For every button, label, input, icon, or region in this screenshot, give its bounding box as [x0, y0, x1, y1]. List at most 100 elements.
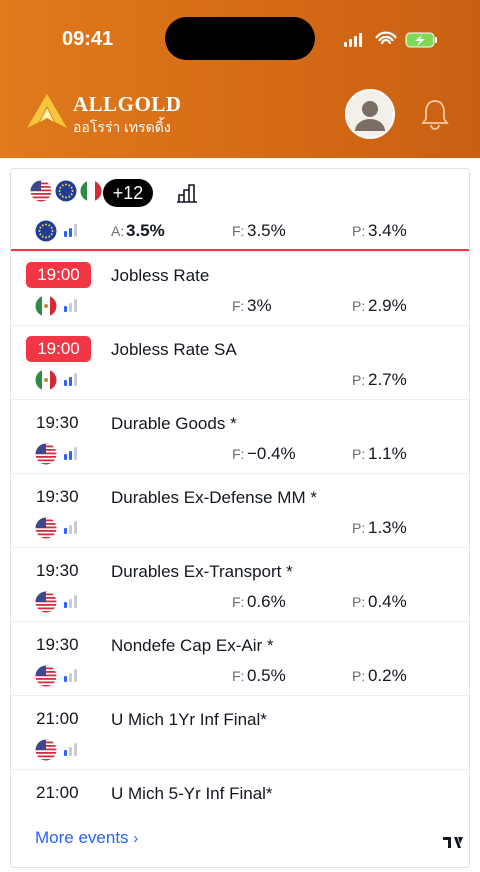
flag-body	[35, 665, 57, 687]
importance-icon	[64, 447, 77, 460]
importance-bar	[74, 595, 77, 608]
importance-filter-icon	[177, 184, 197, 203]
actual-value: 3.5%	[126, 221, 165, 240]
flag-stripe	[35, 533, 57, 536]
battery-tip	[435, 37, 437, 43]
forecast-value: 0.6%	[247, 592, 286, 611]
more-events-text: More events	[35, 828, 129, 847]
brand-subtitle: ออโรร่า เทรดดิ้ง	[73, 119, 171, 135]
event-name: U Mich 5-Yr Inf Final*	[111, 784, 273, 803]
flag-body	[35, 591, 57, 613]
flag-body	[35, 295, 57, 317]
flag-eu	[54, 179, 78, 203]
importance-icon	[64, 743, 77, 756]
flag-star	[45, 223, 47, 226]
flag-star	[61, 184, 64, 187]
event-row[interactable]: 19:30 Durables Ex-Defense MM * P: 1.3%	[11, 473, 469, 548]
flag-canton	[35, 665, 46, 676]
flag-body	[55, 180, 77, 202]
importance-bar	[64, 528, 67, 534]
forecast-label: F:	[232, 594, 245, 610]
importance-bar	[69, 303, 72, 312]
flag-star	[38, 230, 41, 232]
flag-stripe	[35, 678, 57, 680]
brand-name: ALLGOLD	[73, 92, 182, 116]
importance-bar	[64, 676, 67, 682]
event-row[interactable]: 19:00 Jobless Rate SA P: 2.7%	[11, 325, 469, 400]
event-row[interactable]: 19:30 Durables Ex-Transport * F: 0.6% P: 0.4%	[11, 547, 469, 622]
flag-star	[68, 184, 71, 187]
filter-icon-shape	[177, 184, 197, 203]
flag-field	[80, 180, 87, 202]
importance-icon	[64, 299, 77, 312]
flag-star	[51, 230, 54, 232]
importance-bar	[64, 750, 67, 756]
flag-canton	[35, 517, 46, 528]
importance-bar	[74, 743, 77, 756]
flag-stripe	[35, 752, 57, 754]
forecast-label: F:	[232, 668, 245, 684]
previous-label: P:	[352, 520, 366, 536]
flag-canton	[35, 443, 46, 454]
flag-stripe	[35, 530, 57, 532]
notification-bell[interactable]	[420, 98, 450, 130]
event-row[interactable]: 21:00 U Mich 5-Yr Inf Final*	[11, 769, 469, 811]
flag-star	[65, 183, 67, 186]
event-row[interactable]: 19:00 Jobless Rate F: 3% P: 2.9%	[11, 251, 469, 326]
flag-field	[50, 295, 57, 317]
flag-stripe	[35, 685, 57, 687]
importance-icon	[64, 224, 77, 237]
forecast-label: F:	[232, 446, 245, 462]
forecast-value: 3.5%	[247, 221, 286, 240]
flag-ring	[34, 442, 58, 466]
flag-canton	[35, 591, 46, 602]
current-time-line	[11, 249, 469, 251]
flag-star	[39, 226, 42, 229]
event-time: 19:30	[36, 413, 79, 432]
app-header: 09:41 ALLGOLD ออโรร่า เทรดดิ้ง	[0, 0, 480, 158]
importance-bar	[74, 521, 77, 534]
importance-icon	[64, 595, 77, 608]
event-list: +12 A: 3.5% F: 3.5% P: 3.4% 19:00 Jobless Rate F:…	[11, 169, 469, 811]
flag-stripe	[35, 607, 57, 610]
forecast-label: F:	[232, 298, 245, 314]
flag-star	[41, 224, 44, 227]
flag-body	[35, 739, 57, 761]
logo-shape	[40, 108, 54, 122]
avatar-button[interactable]	[345, 89, 395, 139]
flag-ring	[34, 590, 58, 614]
event-row[interactable]: 21:00 U Mich 1Yr Inf Final*	[11, 695, 469, 770]
country-count-pill[interactable]: +12	[103, 179, 153, 207]
avatar-body	[355, 119, 385, 131]
event-time: 19:30	[36, 635, 79, 654]
previous-label: P:	[352, 446, 366, 462]
event-row[interactable]: 19:30 Nondefe Cap Ex-Air * F: 0.5% P: 0.2%	[11, 621, 469, 696]
flag-star	[58, 190, 61, 192]
charging-bolt	[415, 35, 425, 46]
event-name: Durables Ex-Transport *	[111, 562, 293, 581]
flag-ring	[34, 738, 58, 762]
forecast-label: F:	[232, 223, 245, 239]
status-icons	[344, 31, 437, 48]
event-name: Durables Ex-Defense MM *	[111, 488, 317, 507]
event-row[interactable]: 19:30 Durable Goods * F: −0.4% P: 1.1%	[11, 399, 469, 474]
flag-star	[68, 195, 71, 198]
importance-bar	[64, 380, 67, 386]
previous-value: 1.3%	[368, 518, 407, 537]
importance-icon	[64, 521, 77, 534]
flag-ring	[34, 368, 58, 392]
flag-stripe	[35, 459, 57, 462]
flag-ring	[34, 294, 58, 318]
previous-label: P:	[352, 594, 366, 610]
signal-bar	[349, 39, 352, 47]
event-name: U Mich 1Yr Inf Final*	[111, 710, 267, 729]
flag-stripe	[35, 604, 57, 606]
previous-label: P:	[352, 372, 366, 388]
flag-stripe	[35, 681, 57, 684]
flag-stripe	[35, 456, 57, 458]
previous-value: 3.4%	[368, 221, 407, 240]
more-events-link[interactable]: More events ›	[35, 828, 138, 848]
flag-field	[55, 180, 77, 202]
importance-bar	[69, 747, 72, 756]
actual-label: A:	[111, 223, 125, 239]
